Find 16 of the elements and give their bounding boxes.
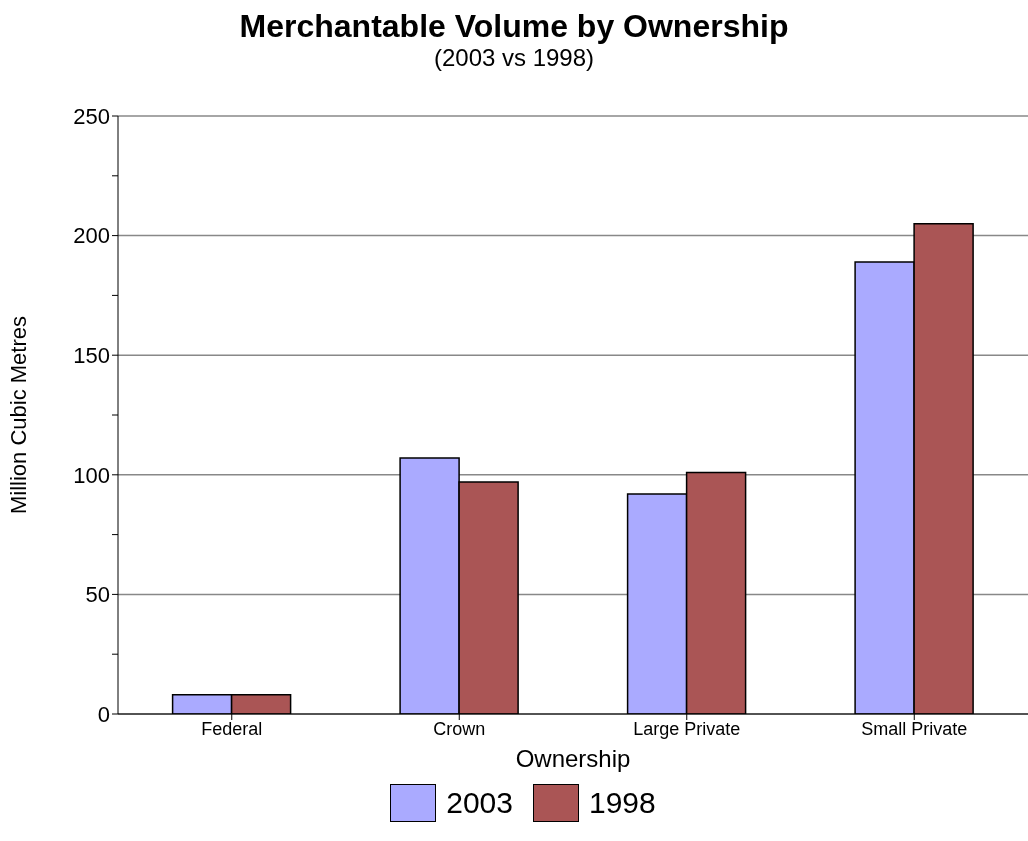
y-axis-title: Million Cubic Metres [5, 315, 31, 515]
y-tick-label: 50 [85, 582, 110, 608]
legend-label: 2003 [446, 786, 513, 820]
y-tick-label: 200 [73, 223, 110, 249]
y-tick-label: 150 [73, 343, 110, 369]
x-tick-label: Large Private [633, 718, 741, 739]
y-tick-label: 0 [97, 701, 110, 727]
x-axis-title: Ownership [515, 745, 631, 773]
chart-title: Merchantable Volume by Ownership [238, 8, 790, 44]
x-tick-label: Federal [201, 718, 263, 739]
legend-label: 1998 [589, 786, 656, 820]
x-tick-label: Small Private [861, 718, 968, 739]
x-tick-label: Crown [433, 718, 486, 739]
y-tick-label: 250 [73, 103, 110, 129]
y-tick-label: 100 [73, 462, 110, 488]
chart-subtitle: (2003 vs 1998) [432, 44, 596, 72]
